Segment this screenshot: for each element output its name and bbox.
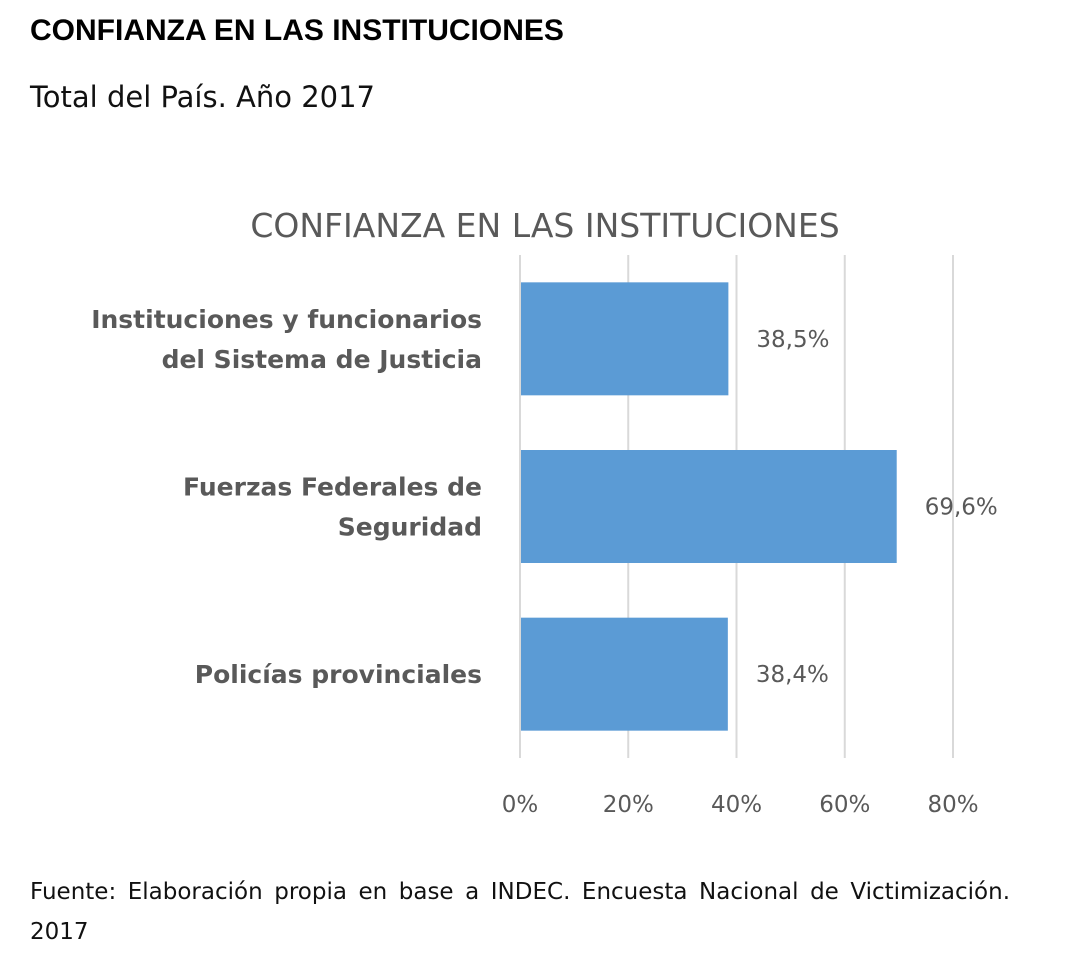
x-tick-label: 80% — [927, 792, 978, 818]
data-label: 38,4% — [756, 662, 829, 688]
x-tick-label: 40% — [711, 792, 762, 818]
page-title: CONFIANZA EN LAS INSTITUCIONES — [30, 14, 564, 47]
category-label-line: del Sistema de Justicia — [162, 345, 482, 374]
category-label: Instituciones y funcionarios del Sistema … — [91, 305, 482, 374]
category-labels: Instituciones y funcionarios del Sistema … — [91, 305, 482, 689]
data-label: 38,5% — [756, 327, 829, 353]
bar-chart: CONFIANZA EN LAS INSTITUCIONES 38,5% 69,6… — [91, 206, 998, 818]
category-label: Fuerzas Federales de Seguridad — [183, 473, 482, 542]
data-labels: 38,5% 69,6% 38,4% — [756, 327, 998, 688]
data-label: 69,6% — [925, 495, 998, 521]
x-axis-ticks: 0% 20% 40% 60% 80% — [502, 792, 979, 818]
bars — [521, 282, 897, 731]
chart-title: CONFIANZA EN LAS INSTITUCIONES — [250, 206, 839, 245]
source-note: Fuente: Elaboración propia en base a IND… — [30, 879, 1010, 945]
category-label-line: Instituciones y funcionarios — [91, 305, 482, 334]
bar — [521, 617, 728, 731]
category-label-line: Seguridad — [338, 513, 482, 542]
x-tick-label: 20% — [603, 792, 654, 818]
x-tick-label: 0% — [502, 792, 539, 818]
category-label-line: Fuerzas Federales de — [183, 473, 482, 502]
page-subtitle: Total del País. Año 2017 — [30, 80, 376, 114]
category-label: Policías provinciales — [195, 660, 482, 689]
x-tick-label: 60% — [819, 792, 870, 818]
bar — [521, 282, 729, 396]
bar — [521, 450, 897, 563]
category-label-line: Policías provinciales — [195, 660, 482, 689]
